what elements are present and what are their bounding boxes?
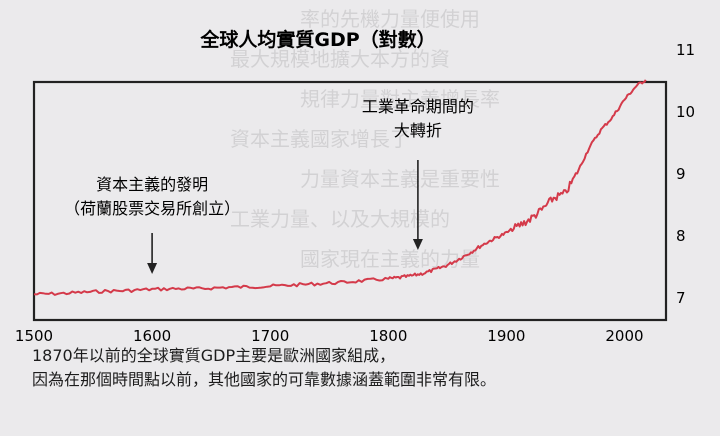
annotation-text: 工業革命期間的 — [362, 97, 474, 116]
annotation-arrowhead — [147, 263, 158, 274]
gdp-series-line — [33, 79, 647, 296]
annotation-text: 資本主義的發明 — [96, 175, 208, 194]
y-tick-label: 10 — [676, 103, 695, 121]
y-tick-label: 9 — [676, 165, 686, 183]
annotation-text: （荷蘭股票交易所創立） — [64, 199, 240, 218]
x-tick-label: 1600 — [133, 327, 171, 345]
x-tick-label: 1800 — [369, 327, 407, 345]
annotation-text: 大轉折 — [394, 121, 442, 140]
x-tick-label: 1900 — [487, 327, 525, 345]
x-tick-label: 2000 — [605, 327, 643, 345]
annotation-arrowhead — [412, 239, 423, 250]
figure-caption-line-2: 因為在那個時間點以前，其他國家的可靠數據涵蓋範圍非常有限。 — [32, 370, 497, 389]
x-tick-label: 1700 — [251, 327, 289, 345]
y-tick-label: 11 — [676, 41, 695, 59]
x-tick-label: 1500 — [15, 327, 53, 345]
y-axis: 11 10 9 8 7 — [676, 41, 695, 307]
y-tick-label: 8 — [676, 227, 686, 245]
x-axis: 1500 1600 1700 1800 1900 2000 — [15, 327, 644, 345]
plot-frame — [32, 80, 668, 322]
figure-caption-line-1: 1870年以前的全球實質GDP主要是歐洲國家組成， — [32, 346, 396, 365]
y-tick-label: 7 — [676, 289, 686, 307]
chart-title: 全球人均實質GDP（對數） — [199, 28, 435, 51]
